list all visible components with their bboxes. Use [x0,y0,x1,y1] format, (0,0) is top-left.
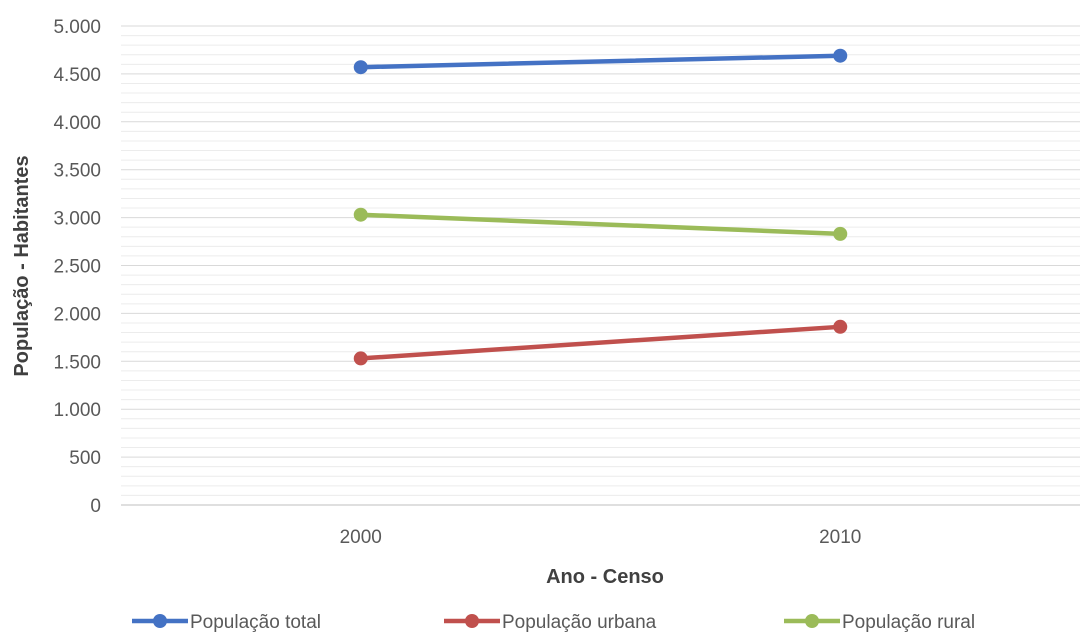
series-0 [353,48,848,75]
y-tick-label: 500 [69,448,101,469]
y-tick-label: 5.000 [53,17,101,38]
legend-item: População urbana [444,612,657,633]
data-point [833,226,848,241]
legend-item: População rural [784,612,975,633]
x-axis-title: Ano - Censo [546,566,664,588]
x-tick-label: 2010 [819,527,861,548]
series-line [358,212,843,237]
legend-label: População urbana [502,612,657,632]
data-point [353,351,368,366]
y-axis-ticks: 0 500 1.000 1.500 2.000 2.500 3.000 3.500 4.000 4… [53,17,101,517]
series-1 [353,319,848,366]
y-tick-label: 1.500 [53,352,101,373]
data-point [353,60,368,75]
legend-label: População rural [842,612,975,632]
series-2 [353,207,848,241]
legend-point-marker [153,614,167,628]
legend-point-marker [805,614,819,628]
x-tick-label: 2000 [340,527,382,548]
y-tick-label: 4.000 [53,113,101,134]
series-line [358,53,843,70]
y-tick-label: 1.000 [53,400,101,421]
series-line [358,324,843,361]
y-tick-label: 3.000 [53,209,101,230]
gridlines [121,25,1080,506]
data-point [833,48,848,63]
y-axis-title: População - Habitantes [11,155,33,376]
legend-label: População total [190,612,321,632]
data-point [353,207,368,222]
y-tick-label: 2.500 [53,257,101,278]
legend: População total População urbana População… [132,612,975,633]
y-tick-label: 4.500 [53,65,101,86]
legend-point-marker [465,614,479,628]
y-tick-label: 0 [90,496,101,517]
legend-item: População total [132,612,321,633]
y-tick-label: 3.500 [53,161,101,182]
x-axis-ticks: 2000 2010 [340,527,862,548]
y-tick-label: 2.000 [53,304,101,325]
series-lines [353,48,848,366]
data-point [833,319,848,334]
